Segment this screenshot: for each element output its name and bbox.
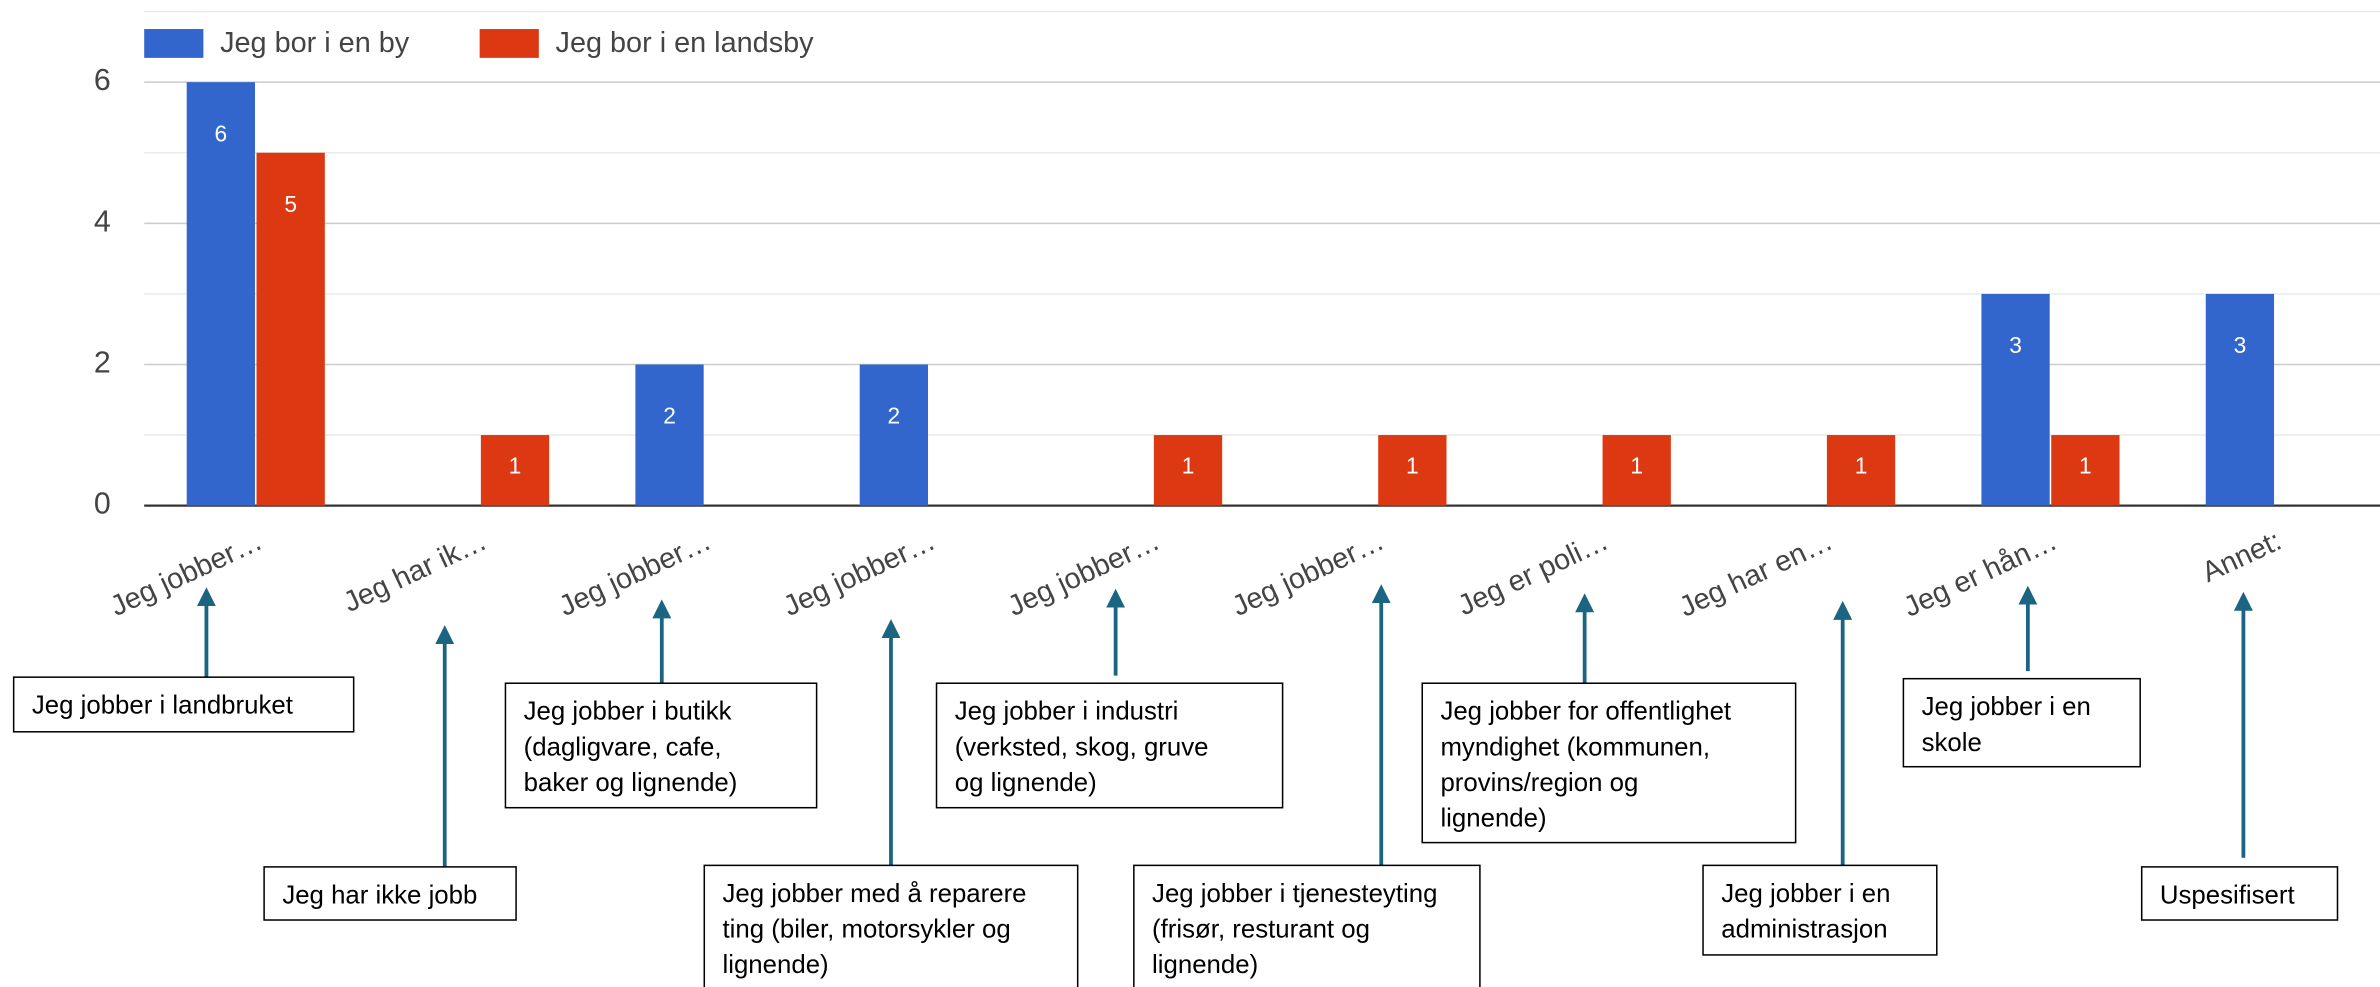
annotation-text: Jeg jobber for offentlighet <box>1440 698 1731 726</box>
x-tick-label: Jeg har ik… <box>339 525 492 619</box>
annotation-text: Jeg jobber i en <box>1922 693 2091 721</box>
x-tick-label: Jeg er poli… <box>1453 525 1613 622</box>
annotation-text: lignende) <box>722 951 828 979</box>
value-label: 3 <box>2234 332 2247 358</box>
annotation-box <box>504 682 818 809</box>
annotation: Jeg har ikke jobb <box>263 625 517 921</box>
legend-swatch <box>479 29 539 58</box>
annotation-text: administrasjon <box>1721 915 1887 943</box>
legend-label: Jeg bor i en by <box>220 27 410 59</box>
x-tick-label: Jeg jobber… <box>106 525 268 623</box>
bar <box>859 364 929 506</box>
bar <box>480 435 550 506</box>
annotation-text: og lignende) <box>955 769 1097 797</box>
value-label: 1 <box>2079 452 2092 478</box>
annotation: Jeg jobber i tjenesteyting (frisør, restu… <box>1133 584 1481 987</box>
bar <box>186 82 255 506</box>
annotation-text: ting (biler, motorsykler og <box>722 915 1010 943</box>
value-label: 1 <box>1855 452 1868 478</box>
annotation-text: provins/region og <box>1440 769 1638 797</box>
x-tick-label: Jeg jobber… <box>779 525 941 623</box>
value-label: 1 <box>1630 452 1643 478</box>
annotation-text: Uspesifisert <box>2160 881 2295 909</box>
annotation-text: lignende) <box>1440 805 1546 833</box>
annotation-text: baker og lignende) <box>524 769 738 797</box>
bar <box>256 152 325 506</box>
x-tick-label: Jeg jobber… <box>554 525 716 623</box>
x-tick-label: Jeg er hån… <box>1899 525 2062 624</box>
annotation-text: (frisør, resturant og <box>1152 915 1370 943</box>
bar <box>2051 435 2120 506</box>
legend-swatch <box>144 29 204 58</box>
value-label: 5 <box>284 191 297 217</box>
annotation-box <box>1133 864 1481 987</box>
annotation-text: Jeg jobber i en <box>1721 880 1890 908</box>
bar <box>1981 293 2050 506</box>
annotation-text: Jeg jobber i landbruket <box>32 692 293 720</box>
annotation: Jeg jobber i butikk (dagligvare, cafe, bak… <box>504 599 818 809</box>
annotation-box <box>2140 866 2339 921</box>
y-tick-label: 4 <box>94 205 111 238</box>
value-label: 3 <box>2009 332 2022 358</box>
annotation-text: Jeg jobber i industri <box>955 698 1179 726</box>
y-tick-label: 6 <box>94 64 111 97</box>
x-tick-label: Jeg jobber… <box>1003 525 1165 623</box>
x-tick-label: Jeg har en… <box>1674 525 1837 624</box>
annotation-text: lignende) <box>1152 951 1258 979</box>
y-tick-label: 0 <box>94 488 111 521</box>
annotation-box <box>1902 677 2141 768</box>
annotation: Jeg jobber i industri (verksted, skog, gr… <box>935 588 1284 809</box>
annotation-box <box>1702 864 1938 956</box>
annotation-box <box>703 864 1079 987</box>
annotation-box <box>935 682 1284 809</box>
y-tick-label: 2 <box>94 346 111 379</box>
value-label: 1 <box>1406 452 1419 478</box>
annotation-box <box>263 866 517 921</box>
annotation: Jeg jobber i landbruket <box>12 587 355 733</box>
annotation: Jeg jobber i en administrasjon <box>1702 600 1938 956</box>
bar <box>1826 435 1896 506</box>
annotation: Jeg jobber i en skole <box>1902 585 2141 768</box>
annotation-text: Jeg jobber i butikk <box>524 698 732 726</box>
annotation-text: skole <box>1922 729 1982 757</box>
value-label: 1 <box>509 452 522 478</box>
legend-label: Jeg bor i en landsby <box>556 27 815 59</box>
annotation-text: (dagligvare, cafe, <box>524 733 722 761</box>
bar <box>635 364 704 506</box>
annotation-text: Jeg har ikke jobb <box>282 881 477 909</box>
x-tick-label: Jeg jobber… <box>1227 525 1389 623</box>
bar <box>1378 435 1447 506</box>
annotation: Uspesifisert <box>2140 591 2339 921</box>
annotation-text: Jeg jobber i tjenesteyting <box>1152 880 1437 908</box>
value-label: 6 <box>215 120 228 146</box>
annotation-text: (verksted, skog, gruve <box>955 733 1209 761</box>
bar <box>2205 293 2275 506</box>
value-label: 2 <box>663 403 676 429</box>
annotation-box <box>12 676 355 733</box>
annotation-box <box>1421 682 1797 844</box>
annotation: Jeg jobber for offentlighet myndighet (ko… <box>1421 593 1797 844</box>
x-tick-label: Annet: <box>2197 525 2286 589</box>
bar <box>1153 435 1223 506</box>
annotation: Jeg jobber med å reparere ting (biler, mo… <box>703 619 1079 987</box>
annotation-text: Jeg jobber med å reparere <box>722 880 1026 908</box>
bar <box>1602 435 1671 506</box>
value-label: 2 <box>888 403 901 429</box>
value-label: 1 <box>1182 452 1195 478</box>
annotation-text: myndighet (kommunen, <box>1440 733 1710 761</box>
